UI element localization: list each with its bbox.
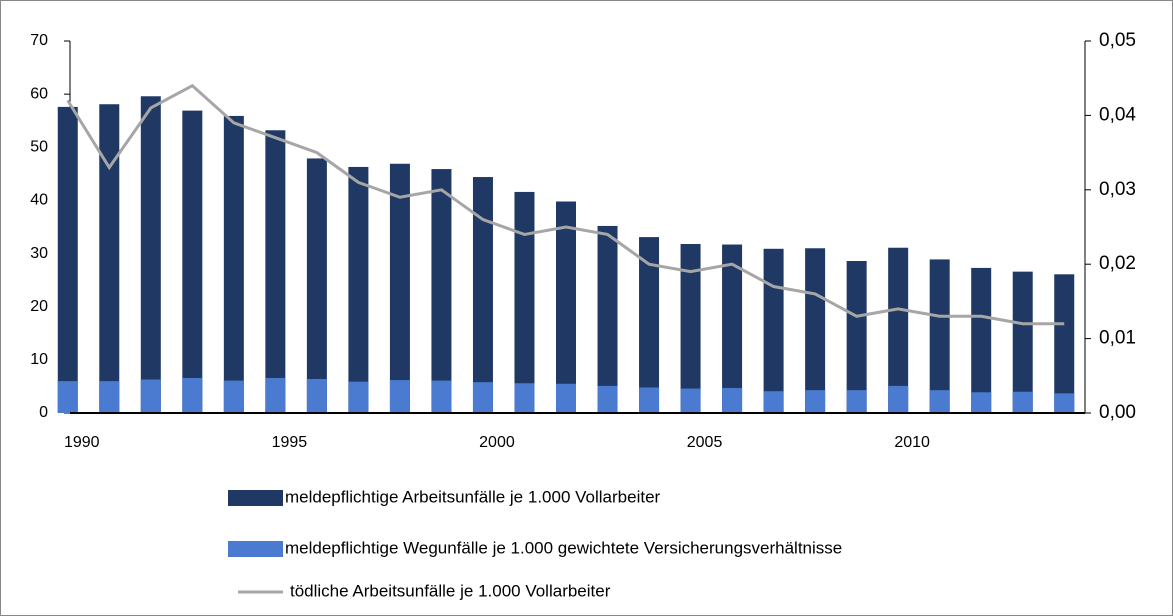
- bar: [846, 390, 867, 413]
- bar: [431, 169, 452, 413]
- bar: [680, 388, 701, 413]
- bar: [99, 381, 120, 413]
- bar: [472, 177, 493, 413]
- x-tick-label: 2000: [479, 434, 515, 451]
- bar: [1012, 391, 1033, 413]
- bar: [805, 248, 826, 413]
- legend-label: tödliche Arbeitsunfälle je 1.000 Vollarb…: [290, 581, 611, 600]
- bar: [597, 385, 618, 413]
- bar: [597, 225, 618, 413]
- bar: [805, 390, 826, 413]
- bar: [1054, 274, 1075, 413]
- bar: [182, 377, 203, 413]
- y2-tick-label: 0,04: [1099, 104, 1136, 125]
- bar: [348, 381, 369, 413]
- bar: [763, 391, 784, 413]
- legend-key: [228, 490, 283, 506]
- x-tick-label: 2010: [894, 434, 930, 451]
- y-tick-label: 60: [30, 85, 48, 102]
- bar: [929, 259, 950, 413]
- legend-key: [228, 541, 283, 557]
- bar: [348, 166, 369, 413]
- bar: [680, 244, 701, 413]
- x-tick-label: 1995: [272, 434, 308, 451]
- bar: [556, 201, 576, 413]
- bar: [57, 106, 78, 413]
- bar: [306, 158, 327, 413]
- bar: [846, 261, 867, 413]
- bar: [223, 115, 244, 413]
- bar: [556, 383, 576, 413]
- bar: [971, 267, 992, 413]
- bar: [265, 377, 286, 413]
- bar: [223, 380, 244, 413]
- bar: [140, 379, 161, 413]
- y2-tick-label: 0,03: [1099, 179, 1136, 200]
- bar: [389, 380, 410, 413]
- line-series: [66, 83, 1065, 326]
- bar: [1054, 393, 1075, 413]
- y-tick-label: 50: [30, 139, 48, 156]
- y2-tick-label: 0,01: [1099, 328, 1136, 349]
- bar: [888, 247, 909, 413]
- bar: [639, 387, 660, 413]
- y-tick-label: 30: [30, 245, 48, 262]
- bar: [888, 385, 909, 413]
- bar: [140, 96, 161, 414]
- y2-tick-label: 0,05: [1099, 30, 1136, 51]
- bar: [722, 244, 743, 413]
- bar: [182, 110, 203, 414]
- bar: [389, 163, 410, 413]
- y2-tick-label: 0,00: [1099, 402, 1136, 423]
- bar: [265, 130, 286, 413]
- bar: [1012, 271, 1033, 413]
- bar: [971, 392, 992, 413]
- bar: [306, 378, 327, 413]
- bar: [929, 390, 950, 413]
- bar: [639, 237, 660, 413]
- x-tick-label: 2005: [687, 434, 723, 451]
- bar: [514, 383, 535, 413]
- y2-tick-label: 0,02: [1099, 253, 1136, 274]
- bar: [472, 382, 493, 413]
- bar: [763, 248, 784, 413]
- x-tick-label: 1990: [64, 434, 100, 451]
- bar: [722, 388, 743, 413]
- y-tick-label: 70: [30, 32, 48, 49]
- y-tick-label: 20: [30, 298, 48, 315]
- y-tick-label: 0: [39, 404, 48, 421]
- bar: [431, 380, 452, 413]
- legend-label: meldepflichtige Arbeitsunfälle je 1.000 …: [285, 487, 661, 506]
- bar: [99, 104, 120, 414]
- bar: [57, 381, 78, 413]
- y-tick-label: 40: [30, 192, 48, 209]
- legend-label: meldepflichtige Wegunfälle je 1.000 gewi…: [285, 538, 842, 557]
- y-tick-label: 10: [30, 351, 48, 368]
- bar: [514, 191, 535, 413]
